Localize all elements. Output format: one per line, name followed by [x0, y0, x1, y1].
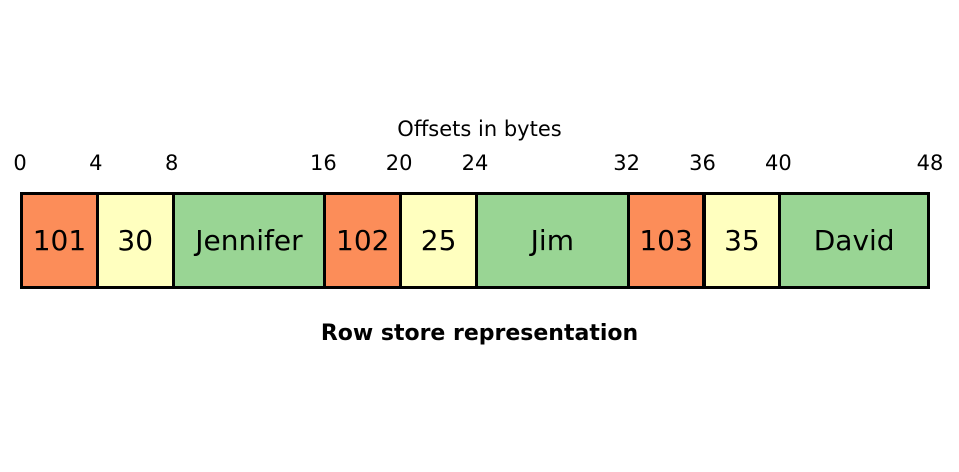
cell-name: David [778, 192, 930, 289]
offset-label: 16 [309, 151, 337, 175]
row-store-strip: 101 30 Jennifer 102 25 Jim 103 35 David [20, 192, 930, 289]
offset-label: 48 [916, 151, 944, 175]
offsets-axis-title: Offsets in bytes [397, 117, 562, 141]
cell-name: Jim [475, 192, 630, 289]
offset-label: 24 [461, 151, 489, 175]
cell-age: 25 [399, 192, 478, 289]
offset-label: 8 [164, 151, 179, 175]
offset-label: 0 [13, 151, 27, 175]
cell-age: 30 [95, 192, 175, 289]
diagram-caption: Row store representation [320, 321, 639, 346]
offset-label: 4 [89, 151, 103, 175]
cell-id: 103 [626, 192, 706, 289]
cell-id: 101 [20, 192, 99, 289]
offset-label: 20 [385, 151, 413, 175]
offset-label: 36 [689, 151, 716, 175]
cell-age: 35 [702, 192, 782, 289]
offset-label: 40 [764, 151, 792, 175]
cell-name: Jennifer [171, 192, 327, 289]
offset-label: 32 [613, 151, 641, 175]
cell-id: 102 [323, 192, 403, 289]
